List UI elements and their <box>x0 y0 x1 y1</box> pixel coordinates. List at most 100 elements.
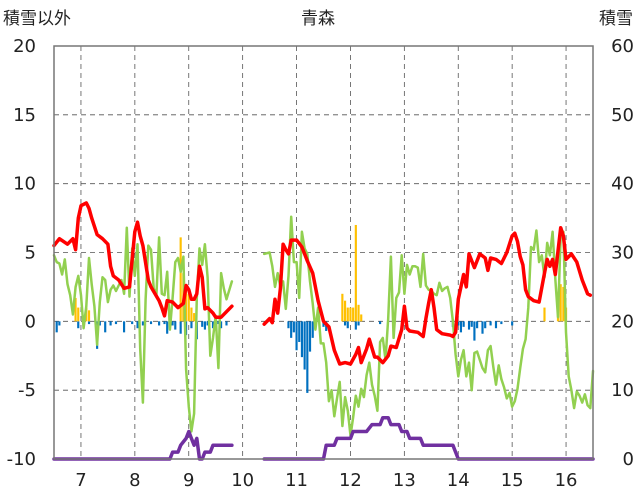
bar <box>109 321 112 326</box>
bar <box>193 313 196 322</box>
bar <box>459 321 463 333</box>
bar <box>55 321 58 333</box>
right-tick-label: 50 <box>611 105 634 126</box>
bar <box>163 321 166 325</box>
bar <box>290 321 293 338</box>
x-tick-label: 9 <box>183 470 194 491</box>
bar <box>481 321 484 334</box>
bar <box>354 321 357 330</box>
series-line <box>262 225 593 366</box>
bar <box>357 304 360 322</box>
x-tick-label: 14 <box>447 470 470 491</box>
bar <box>217 321 220 325</box>
bar <box>543 307 546 322</box>
bar <box>149 321 153 325</box>
bar <box>470 321 473 327</box>
bar <box>158 321 161 326</box>
bar <box>354 224 357 322</box>
bar <box>300 321 304 358</box>
x-tick-label: 15 <box>501 470 524 491</box>
bar <box>500 321 503 325</box>
bar <box>87 321 91 325</box>
bar <box>77 307 80 322</box>
bar <box>308 321 312 352</box>
bar <box>467 321 471 330</box>
x-tick-label: 12 <box>339 470 362 491</box>
bar <box>171 321 174 326</box>
bar <box>190 321 193 329</box>
bar <box>303 321 306 370</box>
chart-title: 青森 <box>301 9 335 29</box>
bar <box>311 321 314 338</box>
bar <box>190 307 193 322</box>
bar <box>473 321 476 341</box>
x-tick-label: 8 <box>129 470 140 491</box>
bar <box>122 321 126 333</box>
bar <box>306 321 309 393</box>
bar <box>77 321 80 329</box>
bar <box>114 321 118 325</box>
bar <box>225 321 228 326</box>
left-tick-label: -10 <box>7 449 36 470</box>
bar <box>346 307 349 322</box>
bar <box>141 321 145 326</box>
right-axis-label: 積雪 <box>599 9 633 29</box>
bar <box>462 321 465 327</box>
bar <box>203 321 206 330</box>
bar <box>206 321 209 326</box>
bar <box>87 310 91 322</box>
bar <box>184 291 188 322</box>
bar <box>295 321 298 351</box>
left-tick-label: 20 <box>13 36 36 57</box>
bar <box>559 284 562 322</box>
bar <box>292 321 295 333</box>
x-tick-label: 10 <box>231 470 254 491</box>
bar <box>287 321 290 329</box>
bar <box>187 293 190 322</box>
bar <box>322 321 325 327</box>
left-tick-label: 15 <box>13 105 36 126</box>
grid <box>54 46 593 459</box>
bar <box>131 321 134 325</box>
bar <box>179 321 182 334</box>
left-tick-label: 5 <box>25 243 36 264</box>
bar <box>58 321 61 326</box>
bar <box>484 321 487 329</box>
bar <box>211 321 215 329</box>
bar <box>174 321 177 330</box>
series-line <box>52 429 234 461</box>
bar <box>349 307 352 322</box>
left-tick-label: 0 <box>25 311 36 332</box>
bar <box>346 321 349 329</box>
bar <box>98 321 101 326</box>
bar <box>476 321 479 329</box>
right-tick-label: 40 <box>611 174 634 195</box>
series-line <box>52 226 234 433</box>
series-line <box>52 201 234 319</box>
bar <box>511 321 514 326</box>
left-tick-label: -5 <box>18 380 36 401</box>
bar <box>74 297 77 322</box>
line-series <box>52 201 595 461</box>
bar <box>341 293 344 322</box>
bar <box>343 321 347 326</box>
bar <box>494 321 498 329</box>
right-tick-label: 30 <box>611 243 634 264</box>
bar <box>357 321 360 326</box>
x-tick-label: 11 <box>285 470 308 491</box>
series-line <box>262 415 595 461</box>
bar <box>136 321 139 329</box>
left-axis-label: 積雪以外 <box>3 9 71 29</box>
x-tick-label: 13 <box>393 470 416 491</box>
left-tick-label: 10 <box>13 174 36 195</box>
bar <box>298 321 301 342</box>
bar <box>360 314 363 322</box>
bar <box>457 321 460 326</box>
bar <box>201 321 204 327</box>
right-tick-label: 60 <box>611 36 634 57</box>
x-tick-label: 7 <box>75 470 86 491</box>
bar <box>179 237 182 322</box>
bar <box>562 286 565 322</box>
bar <box>352 307 355 322</box>
